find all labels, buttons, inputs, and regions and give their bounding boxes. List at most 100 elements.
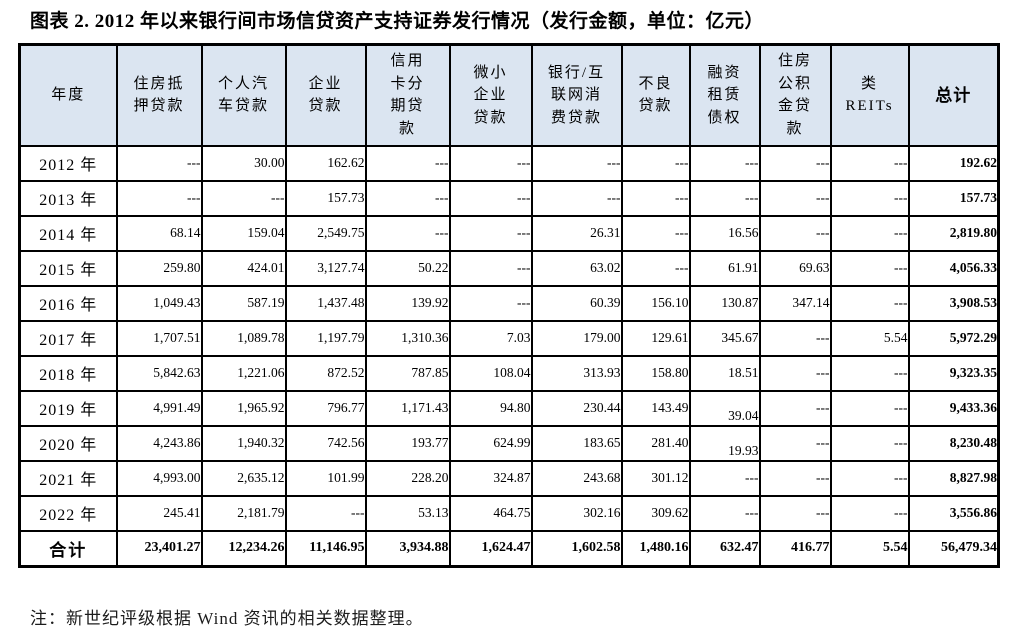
data-cell: 3,934.88 <box>364 529 451 568</box>
table-header: 年度 住房抵 押贷款 个人汽 车贷款 企业 贷款 信用 卡分 期贷 款微小 企业 贷款银… <box>18 43 1000 147</box>
data-cell: 243.68 <box>530 459 623 497</box>
data-cell: 5.54 <box>829 319 910 357</box>
data-cell: 63.02 <box>530 249 623 287</box>
data-cell: 16.56 <box>688 214 761 252</box>
year-cell: 2020 年 <box>18 424 118 462</box>
data-cell: 101.99 <box>284 459 367 497</box>
data-cell: 12,234.26 <box>200 529 287 568</box>
total-cell: 3,556.86 <box>907 494 1000 532</box>
figure-title: 图表 2. 2012 年以来银行间市场信贷资产支持证券发行情况（发行金额，单位：… <box>30 11 765 32</box>
data-cell: 1,221.06 <box>200 354 287 392</box>
data-cell: --- <box>200 179 287 217</box>
data-cell: --- <box>829 249 910 287</box>
data-cell: 313.93 <box>530 354 623 392</box>
table-row: 2012 年 --- 30.00 162.62 --- --- --- --- --- --- --… <box>18 144 1000 182</box>
data-cell: 345.67 <box>688 319 761 357</box>
data-cell: --- <box>688 179 761 217</box>
data-cell: --- <box>758 214 832 252</box>
data-cell: 1,171.43 <box>364 389 451 427</box>
data-cell: 624.99 <box>448 424 533 462</box>
data-cell: 309.62 <box>620 494 691 532</box>
data-cell: --- <box>829 459 910 497</box>
total-cell: 2,819.80 <box>907 214 1000 252</box>
data-cell: 68.14 <box>115 214 203 252</box>
header-year: 年度 <box>18 43 118 147</box>
total-cell: 3,908.53 <box>907 284 1000 322</box>
data-cell: 259.80 <box>115 249 203 287</box>
data-cell: 2,635.12 <box>200 459 287 497</box>
data-cell: 281.40 <box>620 424 691 462</box>
data-cell: --- <box>688 459 761 497</box>
data-cell: --- <box>829 389 910 427</box>
data-table: 年度 住房抵 押贷款 个人汽 车贷款 企业 贷款 信用 卡分 期贷 款微小 企业 贷款银… <box>18 43 1000 568</box>
data-cell: 3,127.74 <box>284 249 367 287</box>
data-cell: --- <box>758 424 832 462</box>
year-cell: 2013 年 <box>18 179 118 217</box>
table-row: 2014 年 68.14 159.04 2,549.75 --- --- 26.31 --- 1… <box>18 214 1000 252</box>
data-cell: 228.20 <box>364 459 451 497</box>
year-cell: 2016 年 <box>18 284 118 322</box>
total-cell: 8,827.98 <box>907 459 1000 497</box>
table-row: 2020 年 4,243.86 1,940.32 742.56 193.77 624.99… <box>18 424 1000 462</box>
data-cell: --- <box>115 179 203 217</box>
data-cell: 416.77 <box>758 529 832 568</box>
year-cell: 2018 年 <box>18 354 118 392</box>
data-cell: 324.87 <box>448 459 533 497</box>
data-cell: 796.77 <box>284 389 367 427</box>
table-row: 2022 年 245.41 2,181.79 --- 53.13 464.75 302.16… <box>18 494 1000 532</box>
data-cell: 7.03 <box>448 319 533 357</box>
data-cell: 11,146.95 <box>284 529 367 568</box>
year-cell: 2015 年 <box>18 249 118 287</box>
data-cell: --- <box>530 144 623 182</box>
data-cell: 23,401.27 <box>115 529 203 568</box>
data-cell: 424.01 <box>200 249 287 287</box>
data-cell: 1,437.48 <box>284 284 367 322</box>
data-cell: 193.77 <box>364 424 451 462</box>
data-cell: --- <box>620 249 691 287</box>
data-cell: 26.31 <box>530 214 623 252</box>
data-cell: 1,624.47 <box>448 529 533 568</box>
total-cell: 157.73 <box>907 179 1000 217</box>
table-body: 2012 年 --- 30.00 162.62 --- --- --- --- --- --- --… <box>18 144 1000 568</box>
header-cell: 融资 租赁 债权 <box>688 43 761 147</box>
data-cell: 1,310.36 <box>364 319 451 357</box>
header-cell: 个人汽 车贷款 <box>200 43 287 147</box>
data-cell: 5,842.63 <box>115 354 203 392</box>
data-cell: 61.91 <box>688 249 761 287</box>
data-cell: 1,197.79 <box>284 319 367 357</box>
data-cell: 1,707.51 <box>115 319 203 357</box>
year-cell: 2014 年 <box>18 214 118 252</box>
data-cell: 60.39 <box>530 284 623 322</box>
data-cell: 94.80 <box>448 389 533 427</box>
data-cell: 872.52 <box>284 354 367 392</box>
data-cell: 4,991.49 <box>115 389 203 427</box>
header-row: 年度 住房抵 押贷款 个人汽 车贷款 企业 贷款 信用 卡分 期贷 款微小 企业 贷款银… <box>18 43 1000 147</box>
data-cell: 130.87 <box>688 284 761 322</box>
data-cell: 2,549.75 <box>284 214 367 252</box>
data-cell: 787.85 <box>364 354 451 392</box>
data-cell: 50.22 <box>364 249 451 287</box>
table-row: 2016 年 1,049.43 587.19 1,437.48 139.92 --- 60.… <box>18 284 1000 322</box>
data-cell: 632.47 <box>688 529 761 568</box>
data-cell: 108.04 <box>448 354 533 392</box>
data-cell: 302.16 <box>530 494 623 532</box>
data-cell: 587.19 <box>200 284 287 322</box>
data-cell: --- <box>620 144 691 182</box>
data-cell: 157.73 <box>284 179 367 217</box>
data-cell: --- <box>688 494 761 532</box>
data-cell: --- <box>758 459 832 497</box>
header-cell: 银行/互 联网消 费贷款 <box>530 43 623 147</box>
header-cell: 企业 贷款 <box>284 43 367 147</box>
total-cell: 9,323.35 <box>907 354 1000 392</box>
data-cell: --- <box>364 214 451 252</box>
data-cell: --- <box>829 494 910 532</box>
total-cell: 56,479.34 <box>907 529 1000 568</box>
header-cell: 不良 贷款 <box>620 43 691 147</box>
data-cell: 143.49 <box>620 389 691 427</box>
data-cell: 18.51 <box>688 354 761 392</box>
data-cell: 464.75 <box>448 494 533 532</box>
data-cell: 1,049.43 <box>115 284 203 322</box>
total-cell: 192.62 <box>907 144 1000 182</box>
year-cell: 2019 年 <box>18 389 118 427</box>
data-cell: 159.04 <box>200 214 287 252</box>
